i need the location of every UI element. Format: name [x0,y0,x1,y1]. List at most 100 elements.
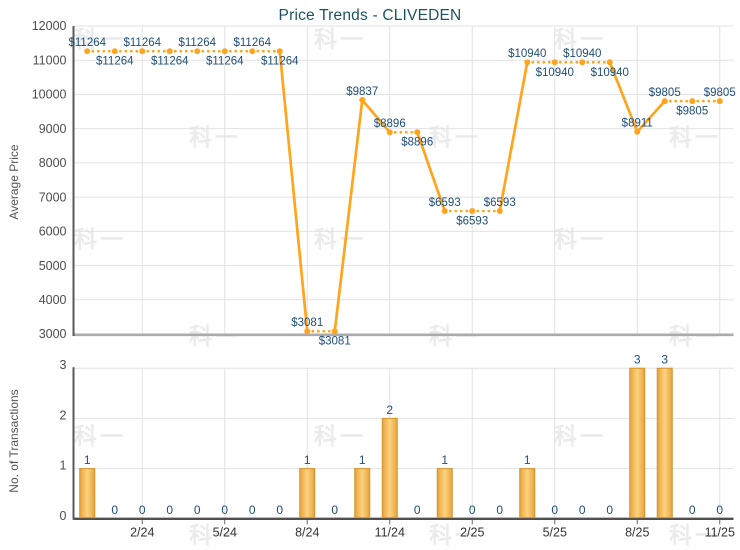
x-tick-label: 5/25 [543,526,567,540]
price-point-label: $11264 [261,56,299,68]
price-point[interactable] [689,98,696,105]
price-line-segment [333,99,364,332]
price-point-label: $8911 [622,118,653,130]
y-tick-label: 3 [60,358,67,372]
x-tick-label: 11/25 [705,526,735,540]
x-tick-label: 8/24 [295,526,319,540]
price-point[interactable] [304,328,311,335]
price-point-label: $9805 [676,106,708,118]
price-point-label: $6593 [456,216,488,228]
price-line-segment [278,51,309,332]
transaction-bar[interactable] [79,468,96,519]
price-point[interactable] [276,48,283,55]
price-point-label: $11264 [206,56,244,68]
y-tick-label: 5000 [39,259,67,273]
price-point-label: $10940 [536,67,574,79]
price-point[interactable] [194,48,201,55]
price-line-segment [498,62,529,212]
bar-value-label: 0 [496,503,503,517]
transaction-bar[interactable] [436,468,453,519]
bar-value-label: 1 [441,453,448,467]
price-point-label: $11264 [123,37,161,49]
price-point[interactable] [331,328,338,335]
bar-value-label: 1 [84,453,91,467]
y-tick-label: 10000 [32,88,67,102]
price-line-segment [361,99,391,134]
price-point-label: $9805 [704,87,736,99]
price-point-label: $8896 [374,118,406,130]
bar-value-label: 0 [331,503,338,517]
transaction-bar[interactable] [381,417,398,519]
price-point[interactable] [84,48,91,55]
price-point[interactable] [359,97,366,104]
price-point[interactable] [111,48,118,55]
y-tick-label: 0 [60,509,67,523]
bar-value-label: 0 [551,503,558,517]
bar-value-label: 0 [414,503,421,517]
price-point[interactable] [551,59,558,66]
price-line-segment [608,61,639,133]
price-point-label: $11264 [68,37,106,49]
price-point-label: $11264 [96,56,134,68]
y-tick-label: 7000 [39,190,67,204]
chart-title: Price Trends - CLIVEDEN [278,7,462,24]
price-point-label: $10940 [563,48,601,60]
price-point[interactable] [716,98,723,105]
bar-value-label: 0 [469,503,476,517]
price-point[interactable] [441,208,448,215]
price-point[interactable] [661,98,668,105]
price-point[interactable] [221,48,228,55]
price-point-label: $6593 [429,197,461,209]
x-tick-label: 2/24 [130,526,154,540]
bar-value-label: 0 [276,503,283,517]
price-point[interactable] [414,129,421,136]
transaction-bar[interactable] [299,468,316,519]
price-line-segment [636,100,666,133]
bar-value-label: 0 [689,503,696,517]
transaction-bar[interactable] [519,468,536,519]
y-tick-label: 11000 [33,53,67,67]
price-point-label: $6593 [484,197,516,209]
transactions-bar-chart: 3 2 1 0 2/24 5/24 8/24 11/24 2/25 5/25 8/25 11/25 1 0… [60,353,735,540]
y-tick-label: 8000 [39,156,67,170]
price-point-label: $3081 [319,336,351,348]
transaction-bar[interactable] [629,367,646,519]
x-tick-label: 11/24 [375,526,405,540]
bar-value-label: 0 [166,503,173,517]
price-point[interactable] [249,48,256,55]
price-point-label: $10940 [591,67,629,79]
price-point[interactable] [524,59,531,66]
x-tick-label: 8/25 [625,526,649,540]
bar-value-label: 0 [579,503,586,517]
price-point[interactable] [139,48,146,55]
y-tick-label: 6000 [39,225,67,239]
bar-value-label: 1 [304,453,311,467]
price-point[interactable] [166,48,173,55]
bar-value-label: 1 [524,453,531,467]
bar-value-label: 0 [249,503,256,517]
bar-value-label: 0 [716,503,723,517]
price-point-label: $11264 [178,37,216,49]
transaction-bar[interactable] [354,468,371,519]
price-point[interactable] [386,129,393,136]
x-tick-label: 2/25 [460,526,484,540]
price-point-label: $10940 [508,48,546,60]
price-point-label: $3081 [291,317,323,329]
price-point[interactable] [469,208,476,215]
price-point[interactable] [606,59,613,66]
y-tick-label: 9000 [39,122,67,136]
bar-value-label: 0 [606,503,613,517]
price-point[interactable] [496,208,503,215]
bar-value-label: 2 [386,403,393,417]
y-tick-label: 3000 [39,327,67,341]
bar-value-label: 3 [661,353,668,367]
price-line-segment [415,131,447,212]
transaction-bar[interactable] [656,367,673,519]
bar-value-label: 0 [111,503,118,517]
price-point[interactable] [634,128,641,135]
y-tick-label: 2 [60,408,67,422]
price-point-label: $8896 [401,137,433,149]
price-point[interactable] [579,59,586,66]
